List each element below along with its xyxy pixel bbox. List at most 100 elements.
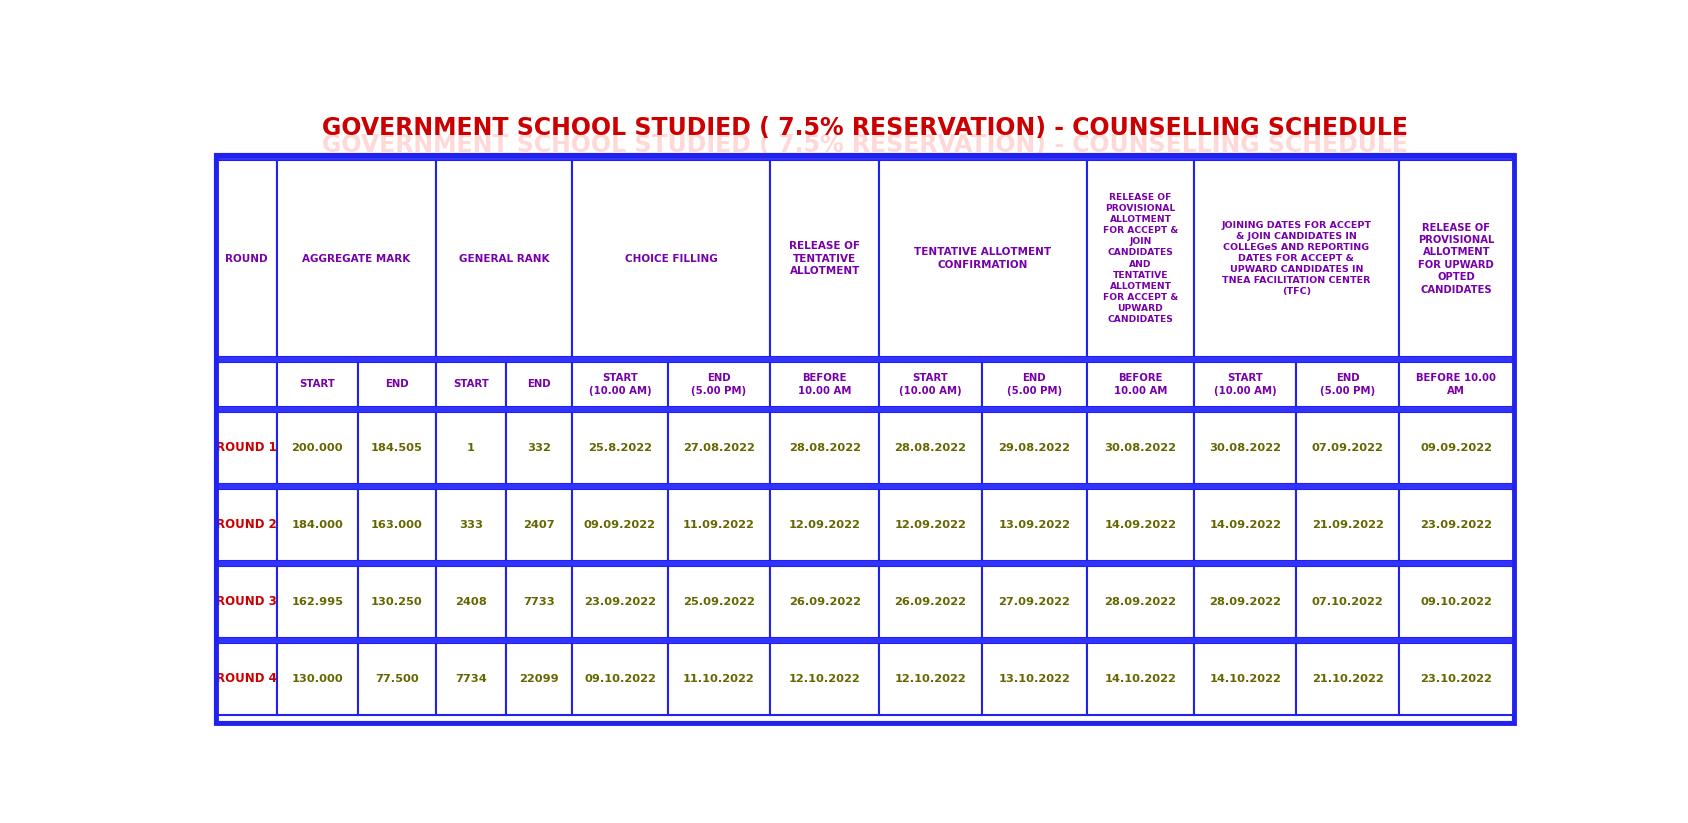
Bar xyxy=(216,489,277,560)
Text: 27.08.2022: 27.08.2022 xyxy=(684,443,755,453)
Bar xyxy=(436,489,506,560)
Bar xyxy=(506,362,572,407)
Text: 12.09.2022: 12.09.2022 xyxy=(788,520,861,530)
Text: 23.10.2022: 23.10.2022 xyxy=(1420,674,1492,684)
Text: 162.995: 162.995 xyxy=(292,597,343,607)
Bar xyxy=(1193,489,1296,560)
Text: JOINING DATES FOR ACCEPT
& JOIN CANDIDATES IN
COLLEGeS AND REPORTING
DATES FOR A: JOINING DATES FOR ACCEPT & JOIN CANDIDAT… xyxy=(1222,221,1371,296)
Bar xyxy=(1296,566,1399,638)
Bar xyxy=(770,362,879,407)
Text: 07.10.2022: 07.10.2022 xyxy=(1312,597,1384,607)
Bar xyxy=(358,362,436,407)
Bar xyxy=(1296,412,1399,484)
Bar xyxy=(1087,566,1193,638)
Bar xyxy=(1087,643,1193,714)
Bar xyxy=(216,160,277,356)
Bar xyxy=(982,489,1087,560)
Bar xyxy=(982,643,1087,714)
Text: START
(10.00 AM): START (10.00 AM) xyxy=(900,373,962,396)
Bar xyxy=(277,489,358,560)
Bar xyxy=(1399,643,1514,714)
Text: 130.000: 130.000 xyxy=(292,674,343,684)
Text: ROUND 2: ROUND 2 xyxy=(216,518,277,532)
Text: 26.09.2022: 26.09.2022 xyxy=(788,597,861,607)
Text: 12.10.2022: 12.10.2022 xyxy=(895,674,966,684)
Bar xyxy=(216,155,1514,723)
Bar xyxy=(879,566,982,638)
Bar xyxy=(506,566,572,638)
Text: 14.09.2022: 14.09.2022 xyxy=(1104,520,1177,530)
Text: GOVERNMENT SCHOOL STUDIED ( 7.5% RESERVATION) - COUNSELLING SCHEDULE: GOVERNMENT SCHOOL STUDIED ( 7.5% RESERVA… xyxy=(322,117,1408,141)
Bar xyxy=(1296,489,1399,560)
Text: BEFORE
10.00 AM: BEFORE 10.00 AM xyxy=(798,373,851,396)
Text: 163.000: 163.000 xyxy=(371,520,422,530)
Bar xyxy=(668,362,770,407)
Text: 25.8.2022: 25.8.2022 xyxy=(587,443,652,453)
Bar xyxy=(770,643,879,714)
Bar xyxy=(1193,412,1296,484)
Text: END
(5.00 PM): END (5.00 PM) xyxy=(1006,373,1062,396)
Text: RELEASE OF
TENTATIVE
ALLOTMENT: RELEASE OF TENTATIVE ALLOTMENT xyxy=(790,241,861,276)
Text: 22099: 22099 xyxy=(520,674,559,684)
Bar xyxy=(879,643,982,714)
Text: 7734: 7734 xyxy=(456,674,486,684)
Text: 1: 1 xyxy=(468,443,474,453)
Text: 14.10.2022: 14.10.2022 xyxy=(1104,674,1177,684)
Bar xyxy=(879,489,982,560)
Text: 333: 333 xyxy=(459,520,483,530)
Text: 28.08.2022: 28.08.2022 xyxy=(788,443,861,453)
Text: 2408: 2408 xyxy=(456,597,486,607)
Bar xyxy=(1087,412,1193,484)
Bar xyxy=(1087,489,1193,560)
Text: START: START xyxy=(299,379,336,389)
Text: 07.09.2022: 07.09.2022 xyxy=(1312,443,1384,453)
Text: GENERAL RANK: GENERAL RANK xyxy=(459,253,549,263)
Bar xyxy=(572,643,668,714)
Bar xyxy=(1296,362,1399,407)
Text: 11.09.2022: 11.09.2022 xyxy=(684,520,755,530)
Bar xyxy=(1399,489,1514,560)
Text: END: END xyxy=(385,379,408,389)
Text: ROUND 4: ROUND 4 xyxy=(216,672,277,686)
Bar xyxy=(216,412,277,484)
Bar xyxy=(1296,643,1399,714)
Bar xyxy=(358,643,436,714)
Bar xyxy=(216,560,1514,566)
Text: 130.250: 130.250 xyxy=(371,597,422,607)
Text: 25.09.2022: 25.09.2022 xyxy=(684,597,755,607)
Text: 13.09.2022: 13.09.2022 xyxy=(998,520,1070,530)
Bar xyxy=(358,489,436,560)
Bar xyxy=(1193,643,1296,714)
Text: END
(5.00 PM): END (5.00 PM) xyxy=(692,373,746,396)
Bar xyxy=(216,643,277,714)
Text: 29.08.2022: 29.08.2022 xyxy=(998,443,1070,453)
Bar xyxy=(572,566,668,638)
Text: BEFORE
10.00 AM: BEFORE 10.00 AM xyxy=(1114,373,1166,396)
Text: END: END xyxy=(527,379,550,389)
Bar xyxy=(572,160,770,356)
Text: START
(10.00 AM): START (10.00 AM) xyxy=(1214,373,1276,396)
Bar xyxy=(436,566,506,638)
Bar xyxy=(1399,362,1514,407)
Bar xyxy=(668,643,770,714)
Bar xyxy=(506,643,572,714)
Text: 09.10.2022: 09.10.2022 xyxy=(1420,597,1492,607)
Text: START: START xyxy=(452,379,490,389)
Text: TENTATIVE ALLOTMENT
CONFIRMATION: TENTATIVE ALLOTMENT CONFIRMATION xyxy=(915,248,1052,270)
Bar xyxy=(1399,160,1514,356)
Text: CHOICE FILLING: CHOICE FILLING xyxy=(625,253,717,263)
Text: 12.09.2022: 12.09.2022 xyxy=(895,520,966,530)
Text: ROUND: ROUND xyxy=(225,253,268,263)
Bar xyxy=(770,566,879,638)
Text: RELEASE OF
PROVISIONAL
ALLOTMENT
FOR UPWARD
OPTED
CANDIDATES: RELEASE OF PROVISIONAL ALLOTMENT FOR UPW… xyxy=(1418,222,1494,295)
Text: 23.09.2022: 23.09.2022 xyxy=(1420,520,1492,530)
Bar xyxy=(216,356,1514,362)
Bar xyxy=(216,407,1514,412)
Text: 28.09.2022: 28.09.2022 xyxy=(1104,597,1177,607)
Bar xyxy=(358,566,436,638)
Bar xyxy=(572,362,668,407)
Bar xyxy=(982,566,1087,638)
Bar xyxy=(1399,412,1514,484)
Text: 23.09.2022: 23.09.2022 xyxy=(584,597,657,607)
Bar xyxy=(506,412,572,484)
